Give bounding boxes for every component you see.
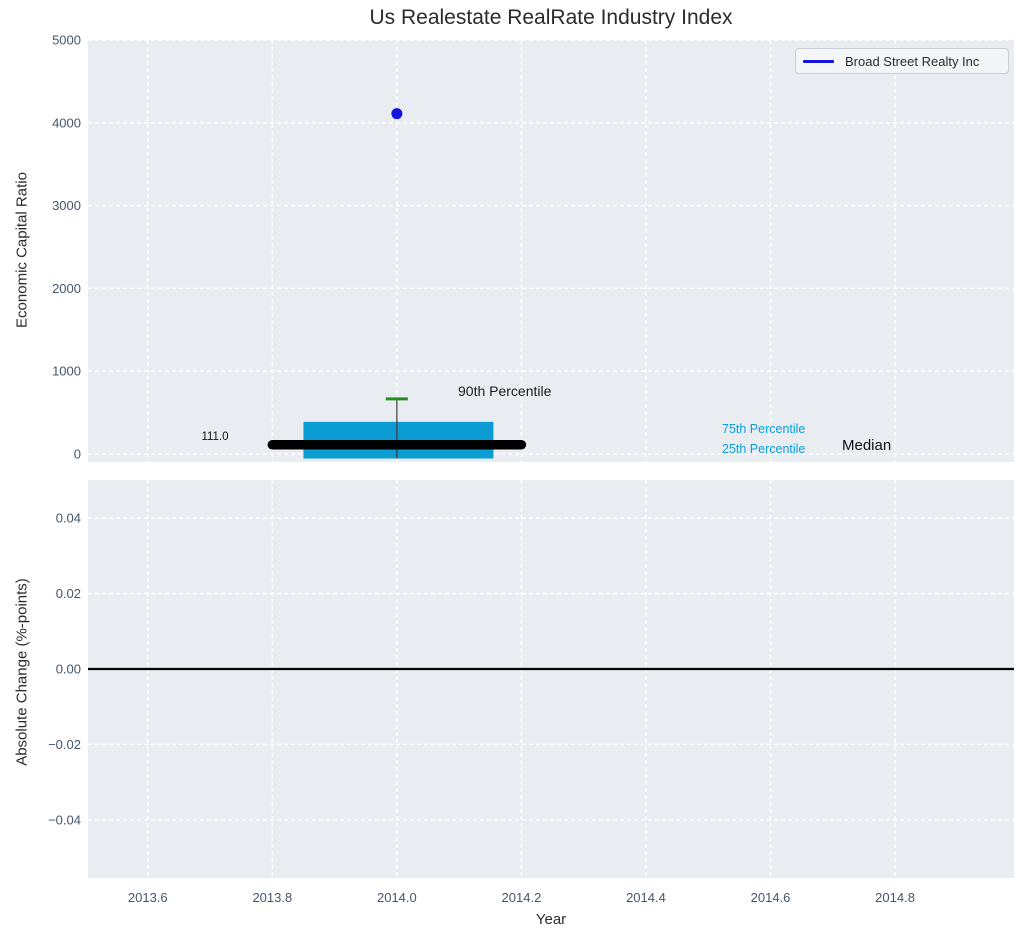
x-tick-label: 2014.6 — [751, 890, 791, 905]
plot-area-bottom[interactable] — [88, 480, 1014, 878]
y-tick-label: −0.04 — [48, 812, 81, 827]
x-tick-label: 2014.8 — [875, 890, 915, 905]
company-data-point — [391, 108, 403, 120]
x-axis-label: Year — [535, 911, 567, 928]
y-axis-label-top: Economic Capital Ratio — [13, 172, 31, 328]
y-tick-label: 1000 — [52, 364, 81, 379]
y-tick-label: 3000 — [52, 198, 81, 213]
x-tick-label: 2013.8 — [252, 890, 292, 905]
p75-annotation: 75th Percentile — [722, 422, 806, 436]
x-tick-label: 2014.4 — [626, 890, 666, 905]
x-tick-label: 2014.2 — [502, 890, 542, 905]
median-label-annotation: Median — [842, 437, 892, 454]
y-tick-label: 0.04 — [56, 511, 81, 526]
x-tick-label: 2014.0 — [377, 890, 417, 905]
plot-area-top[interactable] — [88, 40, 1014, 462]
y-tick-label: 2000 — [52, 281, 81, 296]
y-tick-label: −0.02 — [48, 737, 81, 752]
y-tick-label: 0 — [74, 446, 81, 461]
y-tick-label: 0.02 — [56, 586, 81, 601]
x-tick-label: 2013.6 — [128, 890, 168, 905]
y-tick-label: 0.00 — [56, 662, 81, 677]
legend-line-swatch — [803, 59, 834, 63]
p25-annotation: 25th Percentile — [722, 442, 806, 456]
median-value-annotation: 111.0 — [201, 431, 229, 443]
y-tick-label: 4000 — [52, 115, 81, 130]
legend-item-label: Broad Street Realty Inc — [845, 53, 980, 69]
legend[interactable]: Broad Street Realty Inc — [795, 48, 1009, 74]
y-axis-label-bottom: Absolute Change (%-points) — [13, 578, 31, 766]
p90-annotation: 90th Percentile — [458, 383, 552, 399]
y-tick-label: 5000 — [52, 33, 81, 48]
chart-title: Us Realestate RealRate Industry Index — [369, 6, 733, 29]
